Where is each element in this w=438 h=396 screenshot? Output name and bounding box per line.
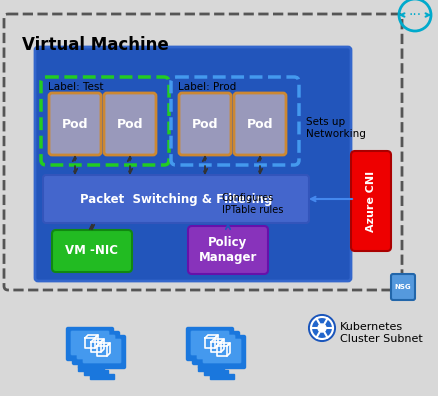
FancyBboxPatch shape: [187, 226, 267, 274]
FancyBboxPatch shape: [43, 175, 308, 223]
FancyBboxPatch shape: [191, 331, 229, 355]
FancyBboxPatch shape: [71, 331, 109, 355]
FancyBboxPatch shape: [179, 93, 230, 155]
FancyBboxPatch shape: [77, 335, 115, 359]
Bar: [88, 359, 92, 367]
Text: Kubernetes
Cluster Subnet: Kubernetes Cluster Subnet: [339, 322, 422, 344]
Text: Label: Test: Label: Test: [48, 82, 103, 92]
FancyBboxPatch shape: [198, 335, 245, 369]
Text: Azure CNI: Azure CNI: [365, 170, 375, 232]
Text: Pod: Pod: [191, 118, 218, 131]
FancyBboxPatch shape: [78, 335, 125, 369]
FancyBboxPatch shape: [72, 331, 119, 364]
Bar: [208, 359, 212, 367]
Text: Configures
IPTable rules: Configures IPTable rules: [222, 193, 283, 215]
Text: VM -NIC: VM -NIC: [65, 244, 118, 257]
Text: Sets up
Networking: Sets up Networking: [305, 117, 365, 139]
FancyBboxPatch shape: [83, 339, 121, 363]
FancyBboxPatch shape: [104, 93, 155, 155]
FancyBboxPatch shape: [233, 93, 285, 155]
FancyBboxPatch shape: [35, 47, 350, 281]
Bar: [100, 367, 104, 375]
Text: NSG: NSG: [394, 284, 410, 290]
Bar: [209, 374, 233, 379]
Text: Virtual Machine: Virtual Machine: [22, 36, 168, 54]
Text: Policy
Manager: Policy Manager: [198, 236, 257, 264]
Circle shape: [317, 324, 325, 332]
Bar: [213, 363, 218, 371]
Circle shape: [308, 315, 334, 341]
Text: Pod: Pod: [117, 118, 143, 131]
FancyBboxPatch shape: [49, 93, 101, 155]
Bar: [78, 366, 102, 371]
FancyBboxPatch shape: [192, 331, 239, 364]
Bar: [204, 370, 227, 375]
FancyBboxPatch shape: [202, 339, 240, 363]
Bar: [198, 366, 222, 371]
Text: Pod: Pod: [246, 118, 272, 131]
FancyBboxPatch shape: [186, 327, 233, 360]
Text: Packet  Switching & Filtering: Packet Switching & Filtering: [80, 192, 272, 206]
FancyBboxPatch shape: [197, 335, 234, 359]
FancyBboxPatch shape: [350, 151, 390, 251]
Bar: [84, 370, 108, 375]
Bar: [90, 374, 114, 379]
Text: Pod: Pod: [62, 118, 88, 131]
FancyBboxPatch shape: [390, 274, 414, 300]
FancyBboxPatch shape: [52, 230, 132, 272]
FancyBboxPatch shape: [66, 327, 113, 360]
Text: Label: Prod: Label: Prod: [177, 82, 236, 92]
Bar: [219, 367, 223, 375]
Bar: [94, 363, 98, 371]
Text: ···: ···: [407, 8, 420, 22]
